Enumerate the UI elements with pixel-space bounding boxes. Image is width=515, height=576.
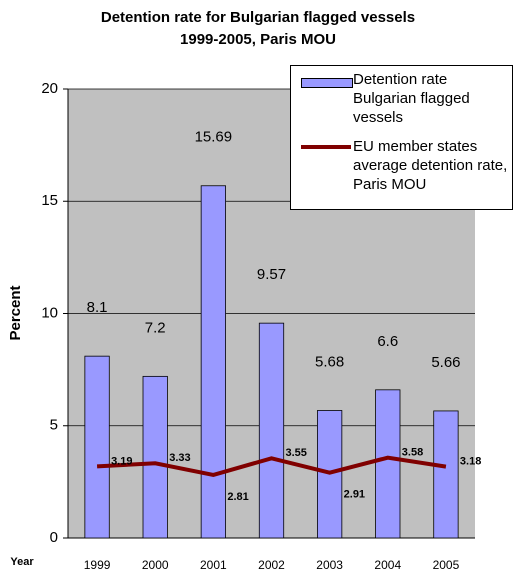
bar: [200, 185, 226, 539]
data-label: 8.1: [87, 299, 108, 316]
bar: [375, 389, 401, 539]
data-label: 2.91: [344, 489, 365, 501]
data-label: 15.69: [195, 129, 233, 146]
x-tick-label: 2001: [200, 558, 227, 572]
data-label: 3.58: [402, 447, 423, 459]
data-label: 3.55: [286, 447, 307, 459]
chart-title: 1999-2005, Paris MOU: [180, 31, 336, 48]
data-label: 5.66: [431, 354, 460, 371]
legend-label: Detention rate Bulgarian flagged vessels: [353, 71, 470, 126]
y-tick-label: 0: [50, 529, 58, 546]
x-tick-label: 2003: [316, 558, 343, 572]
x-tick-label: 2000: [142, 558, 169, 572]
line: [96, 455, 447, 477]
chart-title: Detention rate for Bulgarian flagged ves…: [101, 9, 415, 26]
bar: [433, 410, 459, 539]
y-tick-label: 10: [41, 304, 58, 321]
y-tick-label: 15: [41, 192, 58, 209]
data-label: 5.68: [315, 353, 344, 370]
bar: [142, 375, 168, 539]
legend-swatch: [301, 78, 353, 88]
x-tick-label: 2004: [374, 558, 401, 572]
y-tick-label: 20: [41, 80, 58, 97]
data-label: 2.81: [227, 491, 248, 503]
x-axis-label: Year: [10, 556, 34, 568]
data-label: 3.19: [111, 455, 132, 467]
data-label: 3.33: [169, 452, 190, 464]
x-tick-label: 2002: [258, 558, 285, 572]
data-label: 6.6: [377, 333, 398, 350]
bar: [258, 322, 285, 539]
legend-label: EU member states average detention rate,…: [353, 138, 508, 193]
legend-swatch: [301, 145, 351, 149]
x-tick-label: 1999: [84, 558, 111, 572]
legend: Detention rate Bulgarian flagged vessels…: [290, 65, 513, 210]
x-tick-label: 2005: [433, 558, 460, 572]
data-label: 3.18: [460, 456, 481, 468]
y-axis-label: Percent: [7, 285, 24, 340]
data-label: 9.57: [257, 266, 286, 283]
y-tick-label: 5: [50, 417, 58, 434]
bar: [84, 355, 110, 539]
data-label: 7.2: [145, 319, 166, 336]
